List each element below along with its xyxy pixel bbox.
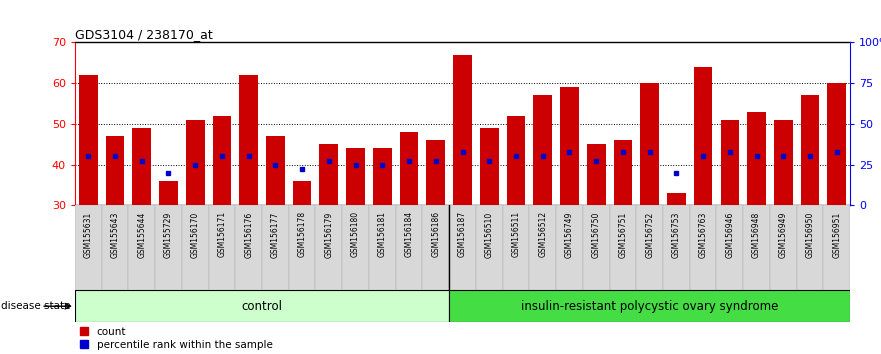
Text: GSM156951: GSM156951: [833, 211, 841, 257]
Bar: [342, 205, 369, 290]
Bar: [640, 83, 659, 205]
Text: GSM156179: GSM156179: [324, 211, 333, 257]
Bar: [106, 136, 124, 205]
Bar: [503, 205, 529, 290]
Text: GSM156170: GSM156170: [190, 211, 200, 257]
Text: GSM155643: GSM155643: [110, 211, 120, 258]
Bar: [132, 128, 151, 205]
Text: GSM156752: GSM156752: [645, 211, 655, 257]
Bar: [396, 205, 422, 290]
Text: GSM156178: GSM156178: [298, 211, 307, 257]
Text: GSM156180: GSM156180: [352, 211, 360, 257]
Bar: [796, 205, 824, 290]
Bar: [453, 55, 472, 205]
Text: GSM156949: GSM156949: [779, 211, 788, 258]
Bar: [212, 116, 232, 205]
Text: GSM156184: GSM156184: [404, 211, 413, 257]
Bar: [690, 205, 716, 290]
Bar: [315, 205, 342, 290]
Text: GSM156950: GSM156950: [805, 211, 815, 258]
Text: GSM156750: GSM156750: [592, 211, 601, 258]
Text: GSM156171: GSM156171: [218, 211, 226, 257]
Bar: [507, 116, 525, 205]
Bar: [266, 136, 285, 205]
Bar: [369, 205, 396, 290]
Text: GDS3104 / 238170_at: GDS3104 / 238170_at: [75, 28, 212, 41]
Bar: [587, 144, 605, 205]
Bar: [449, 205, 476, 290]
Bar: [155, 205, 181, 290]
Bar: [721, 120, 739, 205]
Bar: [824, 205, 850, 290]
Bar: [556, 205, 583, 290]
Bar: [716, 205, 744, 290]
Text: GSM155644: GSM155644: [137, 211, 146, 258]
Bar: [529, 205, 556, 290]
Bar: [186, 120, 204, 205]
Bar: [636, 205, 663, 290]
Bar: [744, 205, 770, 290]
Bar: [560, 87, 579, 205]
Text: GSM156510: GSM156510: [485, 211, 493, 257]
Bar: [533, 96, 552, 205]
Text: disease state: disease state: [1, 301, 70, 311]
Bar: [235, 205, 262, 290]
Bar: [346, 148, 365, 205]
Text: control: control: [241, 300, 283, 313]
Bar: [827, 83, 846, 205]
Text: GSM156177: GSM156177: [270, 211, 280, 257]
Bar: [101, 205, 129, 290]
Text: GSM156749: GSM156749: [565, 211, 574, 258]
Text: GSM156511: GSM156511: [512, 211, 521, 257]
Text: GSM156763: GSM156763: [699, 211, 707, 258]
Bar: [75, 205, 101, 290]
Bar: [79, 75, 98, 205]
Bar: [774, 120, 793, 205]
Bar: [400, 132, 418, 205]
Bar: [693, 67, 713, 205]
Text: GSM156512: GSM156512: [538, 211, 547, 257]
Bar: [613, 140, 633, 205]
Bar: [292, 181, 312, 205]
Bar: [129, 205, 155, 290]
Text: GSM156186: GSM156186: [432, 211, 440, 257]
Bar: [610, 205, 636, 290]
Bar: [449, 290, 850, 322]
Bar: [801, 96, 819, 205]
Text: GSM156753: GSM156753: [672, 211, 681, 258]
Bar: [426, 140, 445, 205]
Legend: count, percentile rank within the sample: count, percentile rank within the sample: [80, 326, 272, 350]
Text: insulin-resistant polycystic ovary syndrome: insulin-resistant polycystic ovary syndr…: [521, 300, 778, 313]
Text: GSM156946: GSM156946: [725, 211, 735, 258]
Bar: [262, 205, 289, 290]
Bar: [209, 205, 235, 290]
Text: GSM156181: GSM156181: [378, 211, 387, 257]
Bar: [583, 205, 610, 290]
Text: GSM156751: GSM156751: [618, 211, 627, 257]
Bar: [770, 205, 796, 290]
Text: GSM156948: GSM156948: [752, 211, 761, 257]
Text: GSM155729: GSM155729: [164, 211, 173, 257]
Text: GSM155631: GSM155631: [84, 211, 93, 257]
Bar: [422, 205, 449, 290]
Bar: [667, 193, 685, 205]
Bar: [181, 205, 209, 290]
Text: GSM156187: GSM156187: [458, 211, 467, 257]
Bar: [476, 205, 503, 290]
Bar: [240, 75, 258, 205]
Text: GSM156176: GSM156176: [244, 211, 253, 257]
Bar: [75, 290, 449, 322]
Bar: [320, 144, 338, 205]
Bar: [159, 181, 178, 205]
Bar: [289, 205, 315, 290]
Bar: [747, 112, 766, 205]
Bar: [663, 205, 690, 290]
Bar: [373, 148, 392, 205]
Bar: [480, 128, 499, 205]
